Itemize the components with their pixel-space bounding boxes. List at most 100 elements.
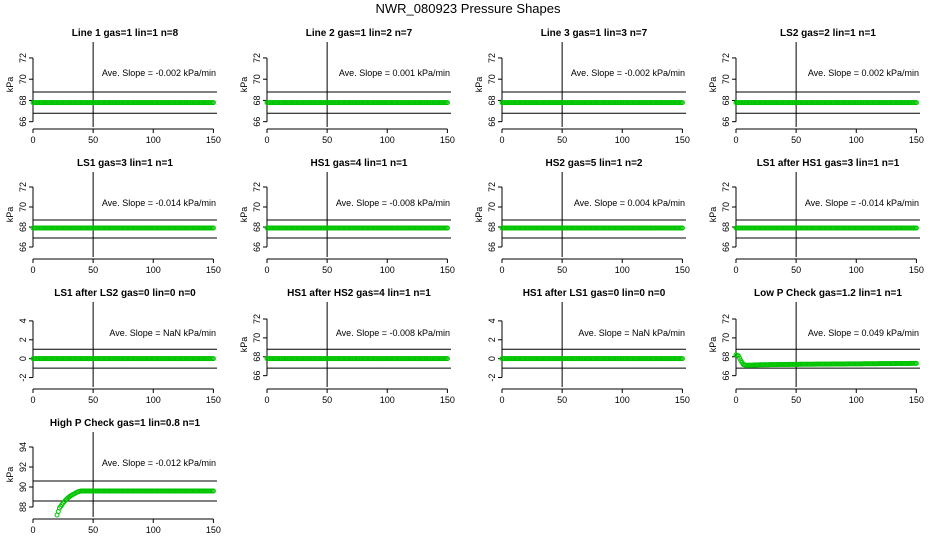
x-tick-label: 100 [146,265,161,275]
x-tick-label: 150 [909,395,924,405]
y-tick-label: 68 [18,95,28,105]
slope-annotation: Ave. Slope = 0.049 kPa/min [808,328,919,338]
slope-annotation: Ave. Slope = -0.002 kPa/min [102,68,216,78]
y-tick-label: 88 [18,502,28,512]
panel-title: HS2 gas=5 lin=1 n=2 [546,158,643,169]
y-tick-label: 70 [487,74,497,84]
y-tick-label: 72 [252,182,262,192]
y-tick-label: 66 [487,242,497,252]
slope-annotation: Ave. Slope = NaN kPa/min [578,328,685,338]
x-tick-label: 50 [557,135,567,145]
y-tick-label: 4 [487,318,497,323]
y-tick-label: 68 [252,352,262,362]
figure-title: NWR_080923 Pressure Shapes [375,1,561,16]
y-tick-label: 66 [18,242,28,252]
y-tick-label: 68 [487,95,497,105]
y-tick-label: 66 [252,371,262,381]
x-tick-label: 150 [206,135,221,145]
y-tick-label: 70 [252,333,262,343]
y-tick-label: 72 [18,53,28,63]
panel-6: HS1 gas=4 lin=1 n=1 66 68 70 72 0 50 100 150 kPa A… [239,158,455,275]
y-tick-label: 70 [721,74,731,84]
x-tick-label: 0 [733,395,738,405]
y-tick-label: 72 [252,314,262,324]
panel-4: LS2 gas=2 lin=1 n=1 66 68 70 72 0 50 100 150 kPa A… [708,28,924,145]
y-tick-label: 72 [721,182,731,192]
plot-area [33,302,217,387]
panel-title: High P Check gas=1 lin=0.8 n=1 [50,418,201,429]
panel-title: HS1 after LS1 gas=0 lin=0 n=0 [523,288,666,299]
x-tick-label: 150 [675,265,690,275]
x-tick-label: 100 [146,135,161,145]
x-tick-label: 100 [146,395,161,405]
y-axis-label: kPa [5,467,15,483]
plot-area [736,42,920,127]
y-tick-label: 72 [252,53,262,63]
slope-annotation: Ave. Slope = 0.004 kPa/min [574,198,685,208]
x-tick-label: 150 [675,135,690,145]
y-axis-label: kPa [239,77,249,93]
y-tick-label: 68 [721,222,731,232]
panel-12: Low P Check gas=1.2 lin=1 n=1 66 68 70 72 0 50… [708,288,924,405]
y-tick-label: 72 [721,314,731,324]
x-tick-label: 0 [30,395,35,405]
x-tick-label: 150 [440,265,455,275]
x-tick-label: 50 [322,135,332,145]
x-tick-label: 100 [615,135,630,145]
x-tick-label: 100 [380,265,395,275]
y-tick-label: 2 [18,337,28,342]
x-tick-label: 100 [380,135,395,145]
x-tick-label: 0 [733,265,738,275]
y-axis-label: kPa [708,77,718,93]
x-tick-label: 0 [499,135,504,145]
y-tick-label: 70 [18,74,28,84]
y-tick-label: 70 [721,202,731,212]
plot-area [267,302,451,387]
y-tick-label: 70 [18,202,28,212]
y-tick-label: 66 [721,371,731,381]
x-tick-label: 150 [206,525,221,535]
panel-11: HS1 after LS1 gas=0 lin=0 n=0 -2 0 2 4 0 50 100… [487,288,690,405]
x-tick-label: 50 [88,135,98,145]
y-tick-label: -2 [18,374,28,382]
panel-title: LS1 after HS1 gas=3 lin=1 n=1 [757,158,900,169]
panel-title: Line 1 gas=1 lin=1 n=8 [72,28,179,39]
y-tick-label: 72 [487,53,497,63]
y-axis-label: kPa [708,207,718,223]
y-tick-label: 72 [721,53,731,63]
x-tick-label: 100 [146,525,161,535]
x-tick-label: 100 [380,395,395,405]
panel-3: Line 3 gas=1 lin=3 n=7 66 68 70 72 0 50 100 150 k… [474,28,690,145]
plot-area [267,172,451,257]
plot-area [736,172,920,257]
data-point [444,100,450,106]
slope-annotation: Ave. Slope = 0.002 kPa/min [808,68,919,78]
y-tick-label: 68 [252,95,262,105]
data-point [444,356,450,362]
plot-area [33,42,217,127]
slope-annotation: Ave. Slope = -0.014 kPa/min [102,198,216,208]
slope-annotation: Ave. Slope = -0.014 kPa/min [805,198,919,208]
slope-annotation: Ave. Slope = -0.002 kPa/min [571,68,685,78]
x-tick-label: 50 [791,265,801,275]
data-point [210,356,216,362]
y-tick-label: 66 [721,117,731,127]
plot-area [502,302,686,387]
x-tick-label: 50 [322,395,332,405]
x-tick-label: 150 [909,265,924,275]
data-point [444,225,450,231]
y-axis-label: kPa [5,207,15,223]
data-point [913,225,919,231]
data-point [679,356,685,362]
y-tick-label: 66 [252,117,262,127]
y-tick-label: 68 [487,222,497,232]
y-tick-label: 70 [487,202,497,212]
plot-area [502,42,686,127]
y-tick-label: 90 [18,482,28,492]
x-tick-label: 150 [206,265,221,275]
panel-title: LS2 gas=2 lin=1 n=1 [780,28,876,39]
panel-13: High P Check gas=1 lin=0.8 n=1 88 90 92 94 0 5… [5,418,221,535]
plot-area [33,172,217,257]
panel-1: Line 1 gas=1 lin=1 n=8 66 68 70 72 0 50 100 150 k… [5,28,221,145]
panel-9: LS1 after LS2 gas=0 lin=0 n=0 -2 0 2 4 0 50 100… [18,288,221,405]
